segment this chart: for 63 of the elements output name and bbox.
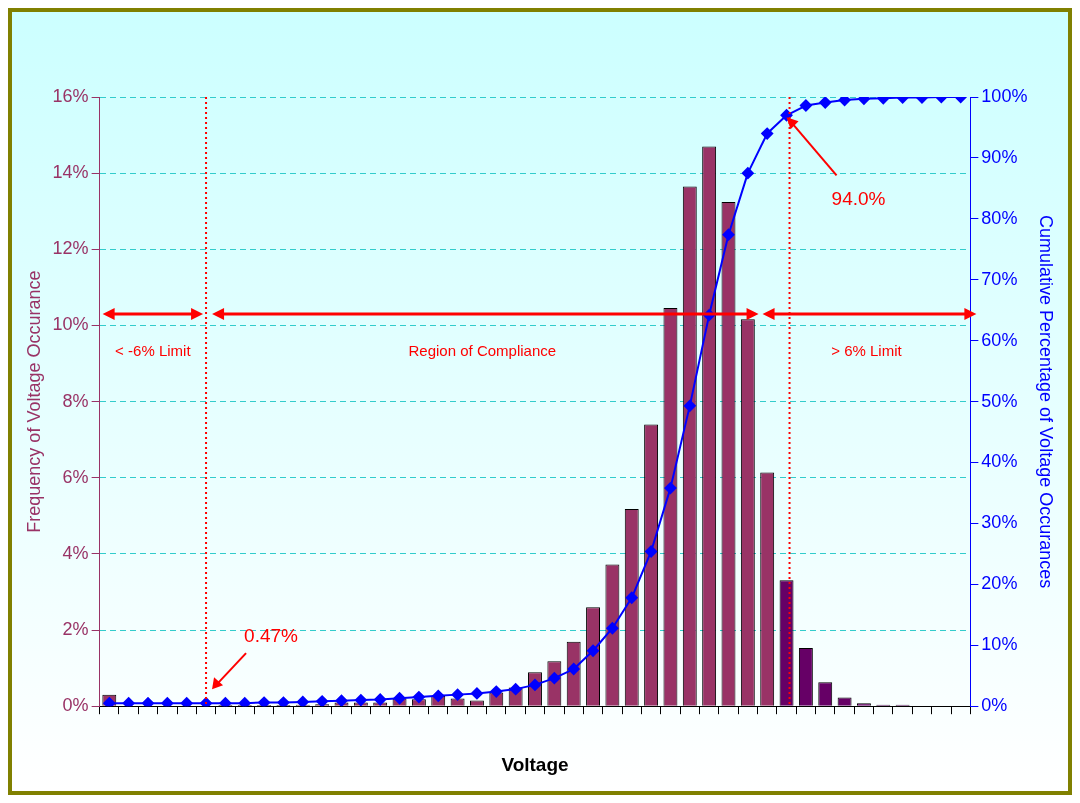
point [142,697,154,707]
point [393,692,406,705]
point [335,694,348,707]
y2-tick-label: 40% [981,451,1018,472]
annotation: < -6% Limit [115,342,192,360]
point [316,695,329,707]
point [664,482,677,495]
y-tick-label: 2% [62,619,89,640]
point [509,683,522,696]
point [374,693,387,706]
y2-tick-label: 30% [981,512,1018,533]
point [451,688,464,701]
point [122,697,135,707]
annotation: > 6% Limit [831,342,903,360]
point [529,678,541,691]
y2-tick-label: 90% [981,146,1018,167]
point [412,691,425,704]
annotation: 0.47% [244,625,299,647]
point [761,127,774,140]
point [354,694,367,707]
point [180,697,193,707]
point [683,399,696,412]
y2-tick-label: 80% [981,207,1018,228]
y2-tick-label: 50% [981,390,1018,411]
y2-tick-label: 0% [981,695,1008,716]
y-tick-label: 6% [62,466,89,487]
y-axis-title: Frequency of Voltage Occurance [23,270,44,533]
y2-tick-label: 70% [981,268,1018,289]
y-tick-label: 4% [62,542,89,563]
x-axis-title: Voltage [501,753,569,775]
point [490,685,503,698]
y-tick-label: 0% [62,695,89,716]
y2-tick-label: 10% [981,634,1018,655]
point [296,695,309,707]
point [741,167,754,180]
y2-tick-label: 100% [981,85,1028,106]
y-tick-label: 14% [52,162,89,183]
y-tick-label: 16% [52,85,89,106]
point [722,228,735,241]
point [258,696,271,707]
y2-tick-label: 20% [981,573,1018,594]
point [819,97,832,109]
y2-axis-title: Cumulative Percentage of Voltage Occurances [1036,214,1057,589]
point [838,97,851,107]
point [799,99,812,112]
point [587,644,600,657]
annotation: 94.0% [831,187,886,209]
y-tick-label: 10% [52,314,89,335]
point [780,109,793,122]
point [645,545,658,558]
point [567,663,580,676]
point [161,697,174,707]
point [625,591,638,604]
point [277,696,290,707]
point [219,697,232,707]
point [606,622,619,635]
point [238,697,251,707]
annotation: Region of Compliance [408,342,557,360]
point [470,687,483,700]
y-tick-label: 8% [62,390,89,411]
y-tick-label: 12% [52,238,89,259]
point [432,689,445,702]
y2-tick-label: 60% [981,329,1018,350]
